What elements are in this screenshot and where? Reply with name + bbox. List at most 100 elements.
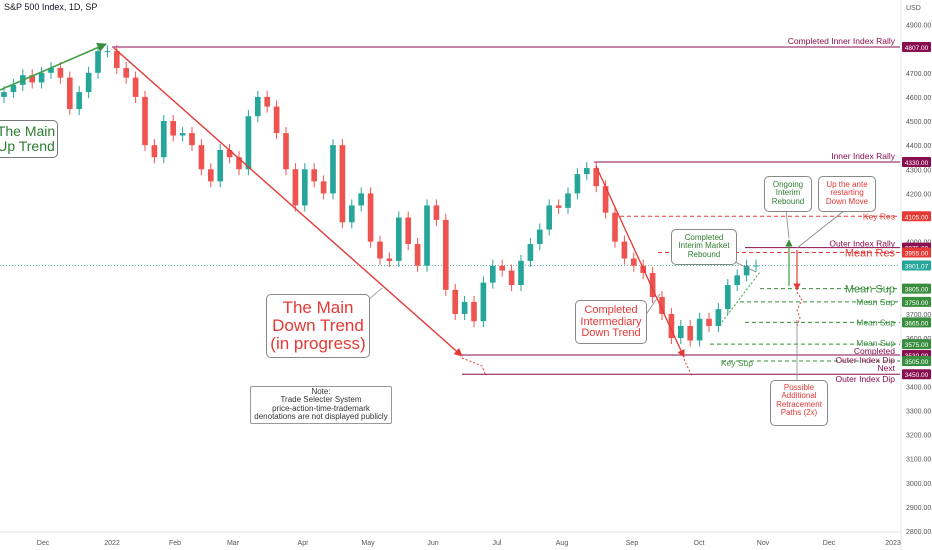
y-tick-label: 3200.00 xyxy=(906,433,931,440)
x-tick-label: 2023 xyxy=(885,540,901,547)
candle-body xyxy=(10,84,17,93)
candle-body xyxy=(160,121,167,158)
y-tick-label: 3300.00 xyxy=(906,408,931,415)
main-down-projection xyxy=(461,357,487,377)
y-tick-label: 3400.00 xyxy=(906,384,931,391)
note-line4: denotations are not displayed publicly xyxy=(254,412,388,422)
candle-body xyxy=(621,241,628,259)
price-badge-label: 3901.07 xyxy=(905,263,929,270)
note-line2: Trade Selecter System xyxy=(280,395,362,405)
x-tick-label: 2022 xyxy=(104,540,120,547)
x-tick-label: Oct xyxy=(694,540,705,547)
candle-body xyxy=(367,193,374,242)
candle-body xyxy=(245,116,252,170)
x-tick-label: Feb xyxy=(169,540,181,547)
candle-body xyxy=(518,260,524,286)
completed-interim-line2: Interim Market xyxy=(678,241,730,251)
main-up-trend-line xyxy=(0,43,107,91)
candle-body xyxy=(452,289,459,314)
completed-interim-line1: Completed xyxy=(684,233,724,242)
x-tick-label: Nov xyxy=(757,540,770,547)
candle-body xyxy=(414,244,421,266)
possible-retracement-line2: Additional xyxy=(781,391,817,401)
x-tick-label: May xyxy=(361,540,375,547)
candle-body xyxy=(226,149,233,158)
candle-body xyxy=(339,145,346,223)
candle-body xyxy=(377,241,383,259)
candle-body xyxy=(546,205,553,230)
price-badge-label: 3575.00 xyxy=(905,342,929,349)
price-badge xyxy=(902,283,931,294)
note-line1: Note: xyxy=(311,387,331,396)
candle-body xyxy=(677,326,684,339)
candle-body xyxy=(753,265,759,267)
completed-intermediary-line3: Down Trend xyxy=(581,327,641,340)
candle-body xyxy=(743,265,750,276)
candle-body xyxy=(292,169,299,206)
price-badge-label: 3450.00 xyxy=(905,372,929,379)
main-down-trend-line xyxy=(113,47,463,357)
candle-body xyxy=(659,297,665,314)
candle-body xyxy=(358,193,365,206)
price-badge-label: 4105.00 xyxy=(905,214,929,221)
level-label: Inner Index Rally xyxy=(831,151,896,161)
candle-body xyxy=(207,169,214,182)
level-label: Outer Index Rally xyxy=(829,239,895,249)
level-label: Mean Sup xyxy=(856,297,895,307)
price-badge-label: 4330.00 xyxy=(905,160,929,167)
ante-callout-pointer xyxy=(796,209,846,249)
candle-body xyxy=(706,318,712,327)
candle-body xyxy=(715,309,722,327)
price-badge xyxy=(902,157,931,168)
candle-body xyxy=(142,96,148,146)
candle-body xyxy=(593,168,600,187)
candle-body xyxy=(95,51,101,73)
candle-body xyxy=(189,133,195,146)
candle-body xyxy=(198,145,205,170)
candle-body xyxy=(273,106,280,134)
completed-interim-line3: Rebound xyxy=(687,249,721,259)
up-the-ante-box: Up the ante restarting Down Move xyxy=(818,176,876,212)
y-tick-label: 2900.00 xyxy=(906,505,931,512)
candle-body xyxy=(254,96,261,117)
level-label: Key Res xyxy=(863,211,895,221)
candle-body xyxy=(649,272,656,298)
candle-body xyxy=(471,301,477,322)
candle-body xyxy=(602,186,609,213)
candle-body xyxy=(527,244,534,261)
candle-body xyxy=(170,121,177,136)
x-tick-label: Aug xyxy=(556,540,569,547)
interim-callout-pointer xyxy=(734,261,757,273)
price-badge xyxy=(902,42,931,52)
main-up-trend-line2: Up Trend xyxy=(0,137,55,154)
candle-body xyxy=(76,92,83,109)
price-badge-label: 3505.00 xyxy=(905,359,929,366)
price-badge xyxy=(902,247,931,258)
price-badge xyxy=(902,211,931,222)
candle-body xyxy=(264,96,271,107)
candle-body xyxy=(405,217,412,245)
possible-retracement-line4: Paths (2x) xyxy=(780,408,818,418)
y-tick-label: 4300.00 xyxy=(906,167,931,174)
x-tick-label: Dec xyxy=(823,540,836,547)
currency-label: USD xyxy=(906,5,921,12)
main-down-trend-line3: (in progress) xyxy=(270,333,366,353)
candle-body xyxy=(113,51,120,68)
candle-body xyxy=(29,75,36,83)
candle-body xyxy=(217,149,224,182)
intermediary-projection xyxy=(683,358,693,377)
candle-body xyxy=(38,72,45,83)
level-label: Outer Index Dip xyxy=(835,355,895,365)
candle-body xyxy=(687,326,694,341)
ongoing-interim-line2: Interim xyxy=(775,188,801,198)
main-up-trend-box: The Main Up Trend xyxy=(0,120,58,158)
candle-body xyxy=(536,229,543,245)
level-label: Mean Sup xyxy=(856,338,895,348)
y-tick-label: 4700.00 xyxy=(906,71,931,78)
candle-body xyxy=(508,270,515,286)
candle-body xyxy=(85,72,92,93)
note-line3: price-action-time-trademark xyxy=(272,403,370,413)
level-label: Outer Index Dip xyxy=(835,374,895,384)
price-badge-label: 3805.00 xyxy=(905,287,929,294)
